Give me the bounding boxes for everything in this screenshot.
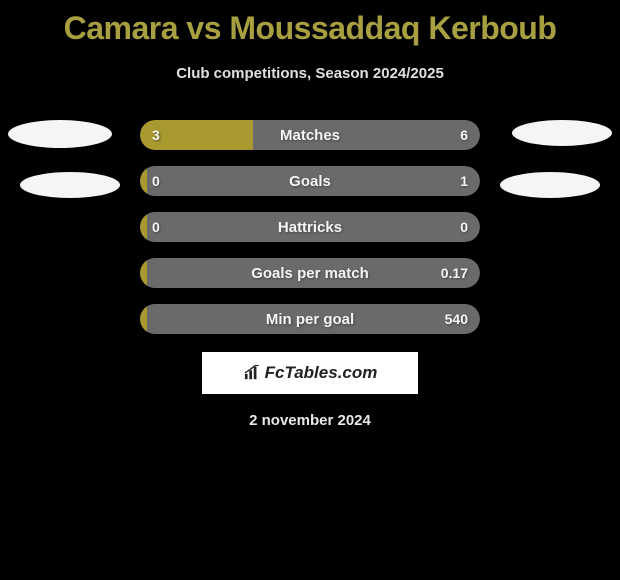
bar-row: Goals per match0.17 — [140, 258, 480, 288]
bar-row: Hattricks0 0 — [140, 212, 480, 242]
logo-box: FcTables.com — [202, 352, 418, 394]
bar-label: Matches — [140, 120, 480, 150]
bar-row: Matches3 6 — [140, 120, 480, 150]
player-left-ellipse-1 — [8, 120, 112, 148]
logo-label: FcTables.com — [265, 363, 378, 383]
bar-value-right: 0.17 — [441, 258, 468, 288]
bar-label: Goals — [140, 166, 480, 196]
bar-value-right: 6 — [460, 120, 468, 150]
bar-label: Min per goal — [140, 304, 480, 334]
bars-container: Matches36Goals01Hattricks00Goals per mat… — [140, 120, 480, 350]
date-text: 2 november 2024 — [0, 412, 620, 429]
bar-row: Min per goal540 — [140, 304, 480, 334]
bar-row: Goals0 1 — [140, 166, 480, 196]
bar-value-right: 1 — [460, 166, 468, 196]
bar-label: Goals per match — [140, 258, 480, 288]
player-right-ellipse-1 — [512, 120, 612, 146]
bar-value-left: 3 — [152, 120, 160, 150]
bar-label: Hattricks — [140, 212, 480, 242]
page-subtitle: Club competitions, Season 2024/2025 — [0, 65, 620, 82]
player-left-ellipse-2 — [20, 172, 120, 198]
bar-value-left: 0 — [152, 166, 160, 196]
bar-value-right: 0 — [460, 212, 468, 242]
bar-value-left: 0 — [152, 212, 160, 242]
chart-icon — [243, 365, 261, 381]
page-title: Camara vs Moussaddaq Kerboub — [0, 0, 620, 47]
player-right-ellipse-2 — [500, 172, 600, 198]
bar-value-right: 540 — [445, 304, 468, 334]
logo-text: FcTables.com — [243, 363, 378, 383]
